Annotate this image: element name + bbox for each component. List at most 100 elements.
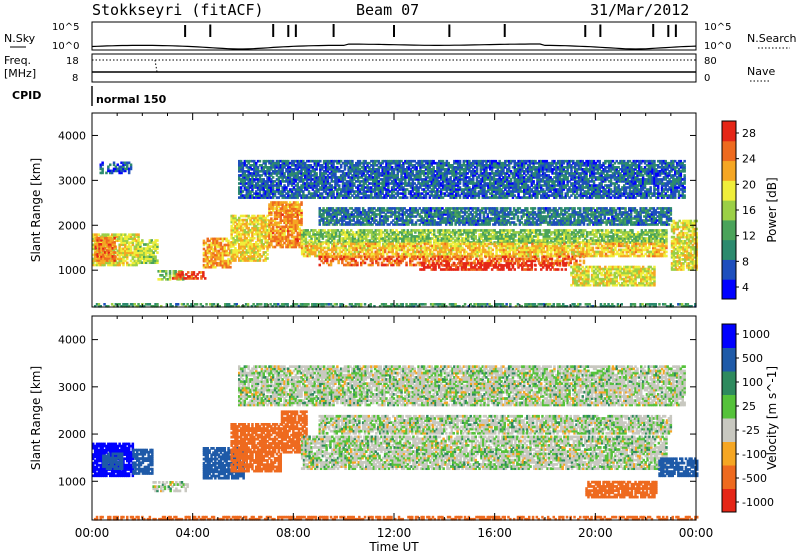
station-title: Stokkseyri (fitACF): [92, 1, 264, 19]
data-cell: [101, 162, 103, 165]
data-cell: [579, 256, 581, 259]
data-cell: [386, 229, 388, 232]
data-cell: [300, 201, 302, 204]
data-cell: [579, 260, 581, 263]
data-cell: [174, 270, 176, 273]
data-cell: [539, 229, 541, 232]
data-cell: [196, 277, 198, 280]
cpid-mode: normal 150: [96, 93, 167, 106]
data-cell: [565, 268, 567, 271]
data-cell: [551, 258, 553, 261]
data-cell: [555, 262, 557, 265]
nave-glitch: [155, 60, 157, 72]
data-cell: [601, 229, 603, 232]
data-cell: [644, 243, 646, 246]
data-cell: [405, 256, 407, 259]
freq-tick-bottom: 8: [72, 73, 78, 84]
data-cell: [589, 284, 591, 287]
data-cell: [420, 243, 422, 246]
data-cell: [426, 256, 428, 259]
data-cell: [154, 255, 156, 258]
data-cell: [433, 229, 435, 232]
noise-right-tick-bottom: 10^0: [704, 41, 731, 52]
data-cell: [364, 262, 366, 265]
cpid-label: CPID: [12, 89, 41, 102]
data-cell: [561, 268, 563, 271]
data-cell: [537, 258, 539, 261]
data-cell: [474, 262, 476, 265]
data-cell: [573, 256, 575, 259]
data-cell: [360, 256, 362, 259]
data-cell: [665, 251, 667, 254]
data-cell: [665, 229, 667, 232]
data-cell: [466, 262, 468, 265]
data-cell: [448, 262, 450, 265]
data-cell: [534, 264, 536, 267]
data-cell: [156, 243, 158, 246]
data-cell: [583, 256, 585, 259]
data-cell: [337, 243, 339, 246]
freq-label-line1: Freq.: [4, 54, 31, 67]
data-cell: [130, 164, 132, 167]
data-cell: [558, 256, 560, 259]
data-cell: [514, 262, 516, 265]
data-cell: [485, 256, 487, 259]
data-cell: [266, 257, 268, 260]
data-cell: [113, 255, 115, 258]
data-cell: [193, 271, 195, 274]
noise-left-tick-top: 10^5: [52, 22, 79, 33]
data-cell: [113, 241, 115, 244]
data-cell: [392, 256, 394, 259]
data-cell: [322, 243, 324, 246]
noise-panel: N.Sky 10^5 10^0 10^5 10^0 N.Search: [4, 22, 797, 52]
data-cell: [631, 229, 633, 232]
data-cell: [492, 249, 494, 252]
data-cell: [113, 251, 115, 254]
data-cell: [377, 262, 379, 265]
noise-spikes: [185, 24, 676, 37]
noise-right-label: N.Search: [747, 32, 797, 45]
data-cell: [141, 239, 143, 242]
freq-tick-top: 18: [66, 56, 79, 67]
data-cell: [165, 270, 167, 273]
cpid-panel: CPID normal 150: [12, 86, 167, 106]
data-cell: [495, 262, 497, 265]
data-cell: [202, 271, 204, 274]
data-cell: [156, 239, 158, 242]
data-cell: [169, 270, 171, 273]
data-cell: [137, 233, 139, 236]
freq-panel: Freq. [MHz] 18 8 80 0 Nave: [4, 54, 775, 84]
data-cell: [181, 271, 183, 274]
data-cell: [575, 260, 577, 263]
data-cell: [583, 260, 585, 263]
nave-tick-top: 80: [704, 56, 717, 67]
data-cell: [653, 266, 655, 269]
data-cell: [518, 243, 520, 246]
noise-right-tick-top: 10^5: [704, 22, 731, 33]
data-cell: [557, 268, 559, 271]
data-cell: [187, 271, 189, 274]
data-cell: [526, 243, 528, 246]
data-cell: [531, 262, 533, 265]
data-cell: [229, 266, 231, 269]
data-cell: [475, 235, 477, 238]
data-cell: [559, 262, 561, 265]
data-cell: [101, 168, 103, 171]
data-cell: [204, 277, 206, 280]
data-cell: [253, 237, 255, 240]
data-cell: [113, 237, 115, 240]
freq-frame: [92, 54, 696, 82]
data-cell: [423, 262, 425, 265]
data-cell: [565, 262, 567, 265]
noise-left-tick-bottom: 10^0: [52, 41, 79, 52]
data-cell: [470, 262, 472, 265]
data-cell: [266, 253, 268, 256]
data-cell: [156, 259, 158, 262]
nave-tick-bottom: 0: [704, 73, 710, 84]
data-cell: [481, 258, 483, 261]
data-cell: [100, 237, 102, 240]
data-cell: [592, 247, 594, 250]
data-cell: [471, 256, 473, 259]
data-cell: [300, 209, 302, 212]
